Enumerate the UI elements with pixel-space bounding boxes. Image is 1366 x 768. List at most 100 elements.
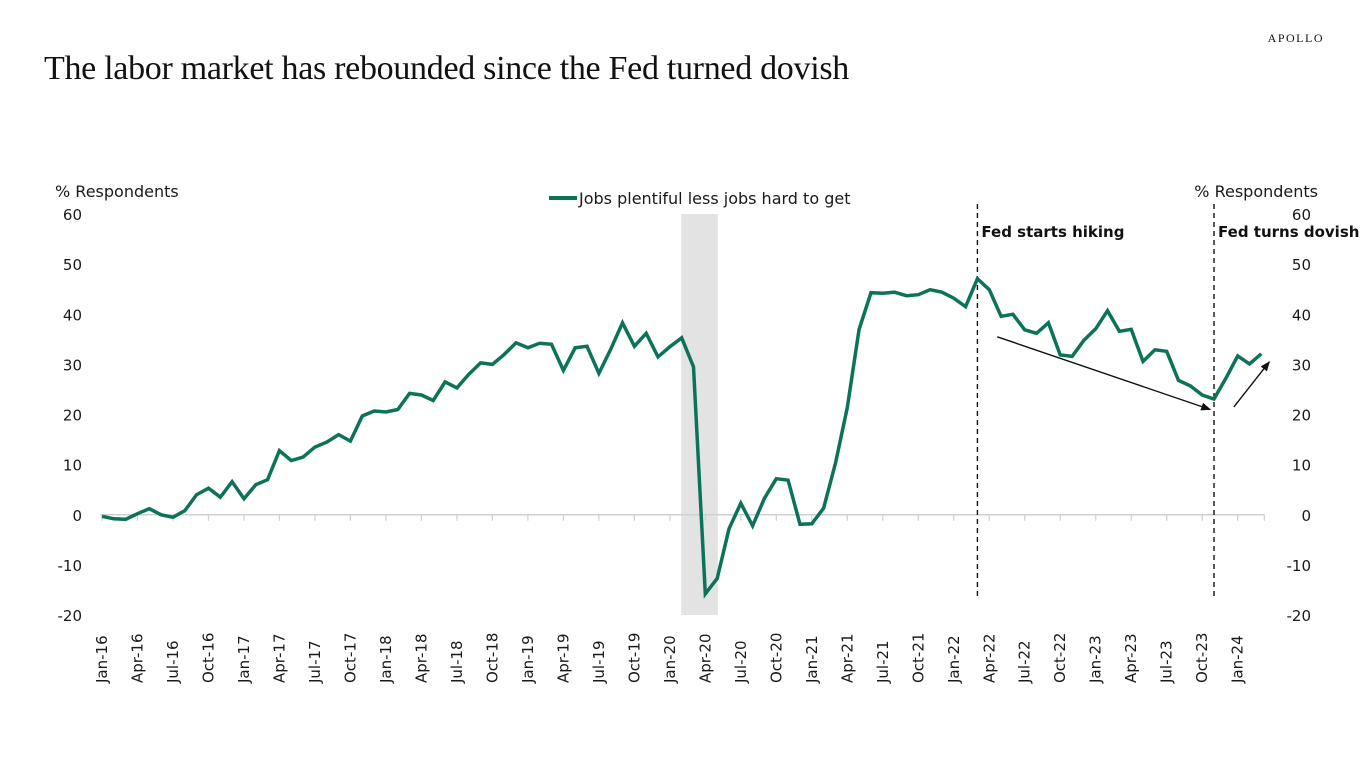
data-point [1106, 309, 1109, 312]
data-point [503, 353, 506, 356]
data-point [976, 277, 979, 280]
data-point [420, 393, 423, 396]
data-point [739, 502, 742, 505]
y-tick-label-left: 60 [63, 206, 82, 224]
x-tick-label: Jul-17 [306, 640, 324, 684]
x-tick-label: Jan-24 [1229, 635, 1247, 684]
data-point [574, 346, 577, 349]
data-point [633, 345, 636, 348]
x-tick-label: Jan-16 [93, 635, 111, 684]
x-tick-label: Apr-22 [980, 634, 998, 684]
data-point [219, 496, 222, 499]
data-point [751, 524, 754, 527]
data-point [266, 478, 269, 481]
data-point [1118, 330, 1121, 333]
data-point [171, 516, 174, 519]
y-tick-label-left: 40 [63, 306, 82, 324]
data-point [100, 515, 103, 518]
data-point [231, 480, 234, 483]
y-tick-label-right: 0 [1301, 507, 1311, 525]
y-axis-label-right: % Respondents [1194, 182, 1318, 201]
data-point [704, 592, 707, 595]
data-point [645, 332, 648, 335]
x-tick-label: Oct-19 [625, 633, 643, 683]
x-tick-label: Apr-19 [554, 634, 572, 684]
data-point [491, 363, 494, 366]
data-point [479, 361, 482, 364]
x-tick-label: Jan-23 [1087, 635, 1105, 684]
data-point [597, 372, 600, 375]
data-point [313, 446, 316, 449]
x-tick-label: Jan-22 [945, 635, 963, 684]
data-point [160, 513, 163, 516]
data-point [1153, 348, 1156, 351]
data-point [929, 288, 932, 291]
data-point [290, 459, 293, 462]
data-point [124, 518, 127, 521]
data-point [183, 509, 186, 512]
annotation-label: Fed turns dovish [1218, 223, 1359, 241]
data-point [846, 406, 849, 409]
data-point [787, 479, 790, 482]
data-point [526, 346, 529, 349]
data-point [798, 523, 801, 526]
x-tick-label: Jan-18 [377, 635, 395, 684]
data-point [668, 345, 671, 348]
data-point [550, 343, 553, 346]
chart-title: The labor market has rebounded since the… [44, 50, 849, 87]
y-tick-label-right: 40 [1292, 306, 1311, 324]
legend-label: Jobs plentiful less jobs hard to get [578, 189, 850, 208]
data-point [361, 414, 364, 417]
data-point [337, 433, 340, 436]
data-point [254, 483, 257, 486]
data-point [1094, 327, 1097, 330]
data-point [1059, 353, 1062, 356]
y-tick-label-right: 20 [1292, 407, 1311, 425]
data-point [455, 386, 458, 389]
y-tick-label-right: 60 [1292, 206, 1311, 224]
data-point [810, 522, 813, 525]
data-point [834, 462, 837, 465]
data-point [621, 321, 624, 324]
x-tick-label: Jul-22 [1016, 640, 1034, 684]
x-tick-label: Jul-21 [874, 640, 892, 684]
data-point [1023, 328, 1026, 331]
data-point [444, 380, 447, 383]
data-point [905, 294, 908, 297]
x-tick-label: Apr-16 [128, 634, 146, 684]
x-tick-label: Jul-19 [590, 640, 608, 684]
data-point [940, 291, 943, 294]
data-point [195, 493, 198, 496]
data-point [585, 345, 588, 348]
data-point [432, 399, 435, 402]
data-point [325, 441, 328, 444]
data-point [148, 507, 151, 510]
x-tick-label: Apr-20 [696, 634, 714, 684]
data-point [1141, 360, 1144, 363]
x-tick-label: Apr-18 [412, 634, 430, 684]
y-tick-label-left: -10 [58, 557, 83, 575]
data-point [952, 297, 955, 300]
data-point [858, 328, 861, 331]
data-point [408, 392, 411, 395]
data-point [727, 527, 730, 530]
data-point [384, 410, 387, 413]
data-point [1189, 384, 1192, 387]
y-tick-label-right: 10 [1292, 457, 1311, 475]
data-point [822, 507, 825, 510]
y-tick-label-right: -10 [1287, 557, 1312, 575]
x-tick-label: Oct-16 [199, 633, 217, 683]
data-point [396, 408, 399, 411]
x-tick-label: Oct-20 [767, 633, 785, 683]
data-point [242, 497, 245, 500]
data-point [1130, 328, 1133, 331]
y-tick-label-left: -20 [58, 607, 83, 625]
y-tick-label-left: 50 [63, 256, 82, 274]
x-tick-label: Apr-23 [1122, 634, 1140, 684]
x-tick-label: Jul-16 [164, 640, 182, 684]
brand-logo: APOLLO [1267, 31, 1324, 45]
data-point [207, 487, 210, 490]
annotation-label: Fed starts hiking [981, 223, 1124, 241]
data-point [278, 449, 281, 452]
x-tick-label: Oct-17 [341, 633, 359, 683]
